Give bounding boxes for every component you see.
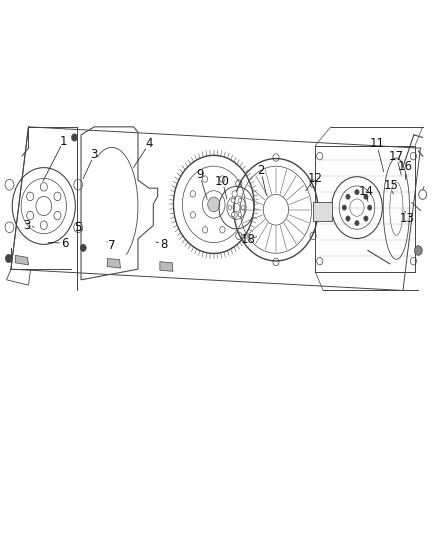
Text: 9: 9 — [196, 168, 204, 181]
Text: 14: 14 — [358, 185, 373, 198]
Circle shape — [40, 221, 47, 229]
Circle shape — [190, 212, 195, 218]
Circle shape — [202, 176, 208, 182]
Circle shape — [414, 246, 422, 255]
Polygon shape — [15, 255, 28, 265]
Text: 13: 13 — [400, 212, 415, 225]
Circle shape — [346, 216, 350, 221]
Circle shape — [241, 205, 245, 209]
Text: 5: 5 — [74, 221, 81, 233]
Circle shape — [228, 205, 232, 209]
Text: 16: 16 — [397, 160, 412, 173]
Circle shape — [364, 216, 368, 221]
Circle shape — [208, 197, 220, 212]
Circle shape — [71, 134, 78, 141]
Circle shape — [220, 227, 225, 233]
Circle shape — [232, 212, 237, 218]
Circle shape — [231, 198, 235, 203]
Text: 8: 8 — [160, 238, 167, 251]
Text: 17: 17 — [389, 150, 404, 163]
Circle shape — [364, 194, 368, 199]
Text: 11: 11 — [369, 138, 384, 150]
Text: 3: 3 — [24, 220, 31, 232]
Text: 15: 15 — [383, 179, 398, 192]
Circle shape — [355, 189, 359, 195]
Circle shape — [202, 227, 208, 233]
Circle shape — [220, 176, 225, 182]
Circle shape — [367, 205, 372, 211]
Text: 2: 2 — [257, 164, 265, 177]
Circle shape — [355, 221, 359, 226]
Text: 18: 18 — [240, 233, 255, 246]
Text: 7: 7 — [107, 239, 115, 252]
Circle shape — [54, 192, 61, 200]
Circle shape — [27, 192, 34, 200]
Circle shape — [5, 254, 12, 263]
Text: 10: 10 — [215, 175, 230, 188]
Circle shape — [40, 182, 47, 191]
Circle shape — [190, 191, 195, 197]
Text: 6: 6 — [61, 237, 69, 249]
Circle shape — [27, 211, 34, 220]
Circle shape — [231, 213, 235, 217]
Circle shape — [54, 211, 61, 220]
Circle shape — [342, 205, 346, 211]
Circle shape — [238, 198, 242, 203]
Circle shape — [80, 244, 86, 252]
Polygon shape — [160, 262, 173, 271]
Text: 1: 1 — [60, 135, 67, 148]
Polygon shape — [107, 259, 120, 268]
Text: 3: 3 — [91, 148, 98, 161]
Text: 4: 4 — [145, 138, 153, 150]
Circle shape — [232, 191, 237, 197]
Polygon shape — [313, 202, 332, 221]
Circle shape — [346, 194, 350, 199]
Text: 12: 12 — [308, 172, 323, 184]
Circle shape — [238, 213, 242, 217]
